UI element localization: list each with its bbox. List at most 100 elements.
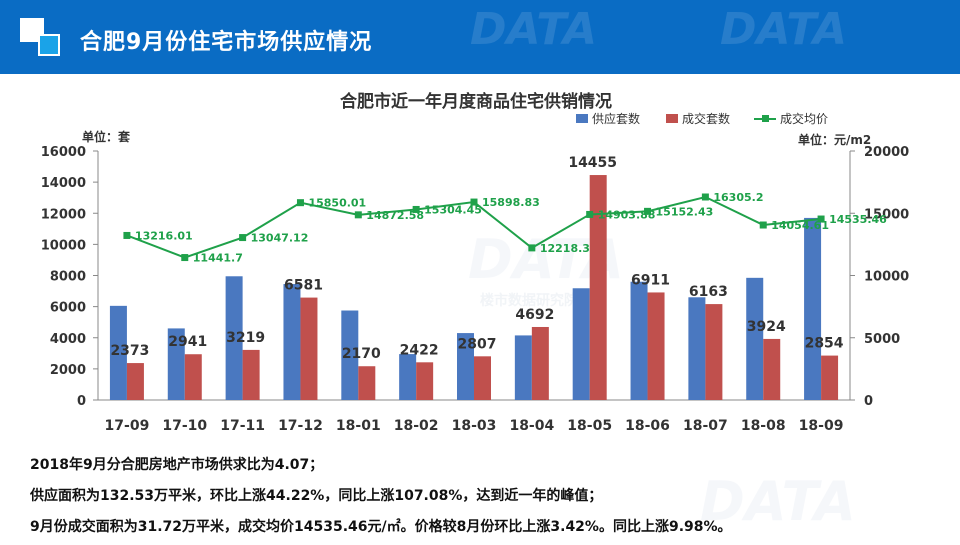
price-label: 16305.2 [713,191,763,204]
price-marker [644,207,652,215]
y-tick-label: 16000 [41,145,86,160]
header-bar: 合肥9月份住宅市场供应情况 DATA DATA [0,0,960,74]
bar-deal [821,355,839,400]
price-marker [354,211,362,219]
y-tick-label: 12000 [41,207,86,222]
x-tick-label: 18-09 [799,418,844,434]
summary-notes: 2018年9月分合肥房地产市场供求比为4.07； 供应面积为132.53万平米，… [30,450,930,543]
y-tick-label: 4000 [50,332,86,347]
x-tick-label: 17-11 [220,418,265,434]
page-title: 合肥9月份住宅市场供应情况 [80,30,373,55]
bar-deal-label: 14455 [568,155,617,171]
x-tick-label: 18-01 [336,418,381,434]
note-line: 供应面积为132.53万平米，环比上涨44.22%，同比上涨107.08%，达到… [30,488,603,504]
price-marker [412,205,420,213]
bar-deal-label: 2807 [458,336,497,352]
price-label: 12218.3 [540,242,590,255]
bar-supply [283,284,301,400]
x-tick-label: 18-04 [509,418,554,434]
x-tick-label: 18-02 [394,418,439,434]
bar-deal [184,354,202,400]
bar-deal-label: 2170 [342,346,381,362]
watermark-subtext: 楼市数据研究院 [480,293,578,309]
bar-supply [630,281,648,400]
bar-supply [225,276,243,400]
bar-deal [242,349,260,400]
note-line: 9月份成交面积为31.72万平米，成交均价14535.46元/㎡。价格较8月份环… [30,519,732,535]
bar-deal-label: 6581 [284,278,323,294]
bar-supply [572,288,590,400]
price-marker [181,254,189,262]
price-label: 15898.83 [482,196,540,209]
price-marker [701,193,709,201]
price-marker [470,198,478,206]
bar-deal-label: 2854 [805,336,844,352]
chart-title: 合肥市近一年月度商品住宅供销情况 [340,91,612,112]
bar-supply [514,335,532,400]
note-line: 2018年9月分合肥房地产市场供求比为4.07； [30,457,324,473]
bar-deal-label: 3924 [747,319,786,335]
right-axis-unit: 单位：元/m2 [798,132,871,147]
watermark-logo: DATA [720,4,848,55]
legend-label: 成交套数 [682,111,730,126]
price-label: 15304.45 [424,203,482,216]
x-tick-label: 17-12 [278,418,323,434]
y-tick-label: 2000 [50,363,86,378]
x-tick-label: 17-09 [105,418,150,434]
bar-deal-label: 2422 [400,342,439,358]
price-marker [296,199,304,207]
y-tick-label: 0 [77,394,86,409]
x-tick-label: 18-05 [567,418,612,434]
bar-supply [688,297,706,400]
price-label: 14903.88 [598,208,656,221]
price-label: 15152.43 [656,205,714,218]
price-label: 11441.7 [193,252,243,265]
price-marker [239,234,247,242]
price-marker [586,210,594,218]
bar-deal-label: 2373 [110,343,149,359]
bar-deal [589,175,607,400]
x-tick-label: 18-07 [683,418,728,434]
legend-marker [762,115,769,122]
bar-deal [531,326,549,400]
bar-deal [474,356,491,400]
price-label: 14872.58 [366,209,424,222]
price-label: 13047.12 [251,232,309,245]
bar-deal-label: 6163 [689,284,728,300]
bar-deal-label: 3219 [226,330,265,346]
x-tick-label: 18-03 [452,418,497,434]
bar-deal [126,363,144,400]
bar-deal [300,297,318,400]
logo-square-accent-icon [38,34,60,56]
x-tick-label: 18-06 [625,418,670,434]
bar-supply [399,354,417,400]
bar-supply [746,277,764,400]
left-axis-unit: 单位：套 [82,129,131,144]
price-label: 14054.61 [771,219,829,232]
legend-label: 供应套数 [592,111,640,126]
watermark-logo: DATA [700,470,856,533]
watermark-logo: DATA [470,4,598,55]
bar-supply [167,328,185,400]
price-label: 15850.01 [308,197,366,210]
bar-deal [763,338,781,400]
bar-deal-label: 4692 [515,307,554,323]
price-label: 13216.01 [135,229,193,242]
y2-tick-label: 20000 [864,145,909,160]
y-tick-label: 14000 [41,176,86,191]
legend-label: 成交均价 [780,111,828,126]
price-marker [817,215,825,223]
bar-deal [358,366,376,400]
bar-supply [109,305,127,400]
y-tick-label: 10000 [41,238,86,253]
y2-tick-label: 5000 [864,332,900,347]
y-tick-label: 6000 [50,301,86,316]
bar-deal [416,362,434,400]
bar-deal [705,304,723,400]
bar-supply [457,333,474,400]
price-marker [528,244,536,252]
price-marker [123,231,131,239]
bar-deal-label: 2941 [168,334,207,350]
x-tick-label: 18-08 [741,418,786,434]
